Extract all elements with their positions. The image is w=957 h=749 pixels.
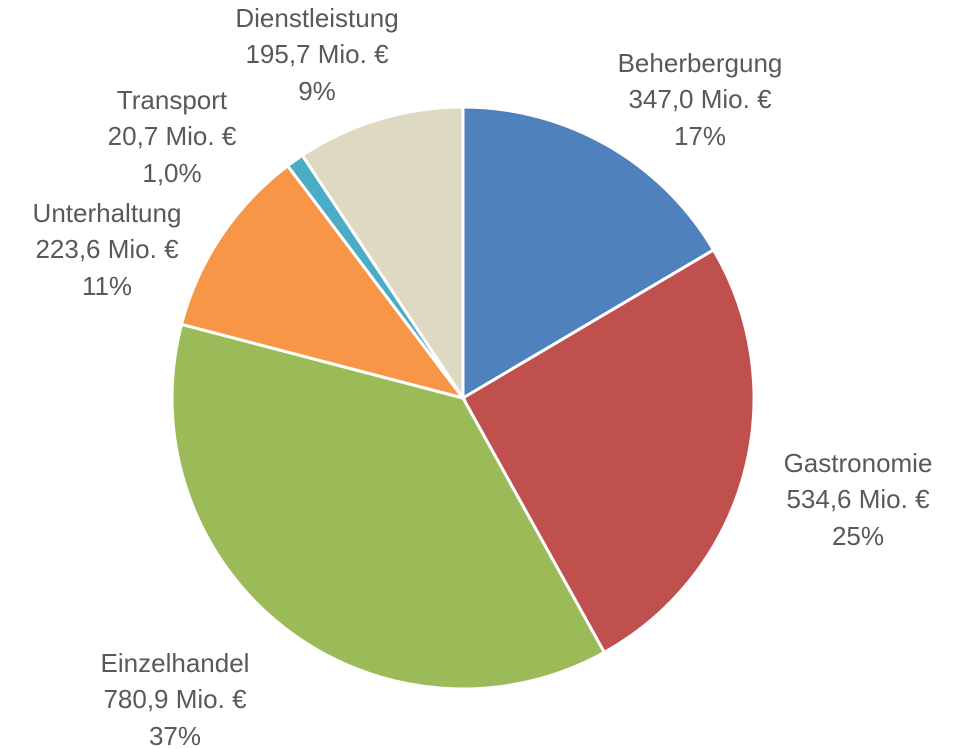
pie-slice [170, 322, 607, 691]
slice-label-name: Beherbergung [618, 48, 783, 78]
pie-slice [461, 105, 716, 401]
pie-slice [300, 105, 465, 403]
slice-label-name: Gastronomie [784, 448, 933, 478]
slice-label-name: Unterhaltung [33, 198, 182, 228]
pie-slice [460, 247, 756, 655]
slice-label-value: 20,7 Mio. € [108, 121, 237, 151]
slice-label-value: 347,0 Mio. € [628, 84, 772, 114]
slice-label-percent: 37% [149, 721, 201, 749]
slice-label-name: Dienstleistung [235, 3, 398, 33]
slice-label-percent: 1,0% [142, 158, 201, 188]
slice-label-percent: 17% [674, 121, 726, 151]
slice-label-name: Einzelhandel [101, 648, 250, 678]
slice-label-percent: 11% [82, 271, 132, 301]
pie-slice [179, 163, 467, 401]
slice-label-value: 534,6 Mio. € [786, 484, 930, 514]
slice-label-value: 780,9 Mio. € [103, 684, 247, 714]
slice-label-name: Transport [117, 85, 228, 115]
slice-label-percent: 25% [832, 521, 884, 551]
slice-label-percent: 9% [298, 76, 336, 106]
slice-label-value: 223,6 Mio. € [35, 234, 179, 264]
slice-label-value: 195,7 Mio. € [245, 39, 389, 69]
